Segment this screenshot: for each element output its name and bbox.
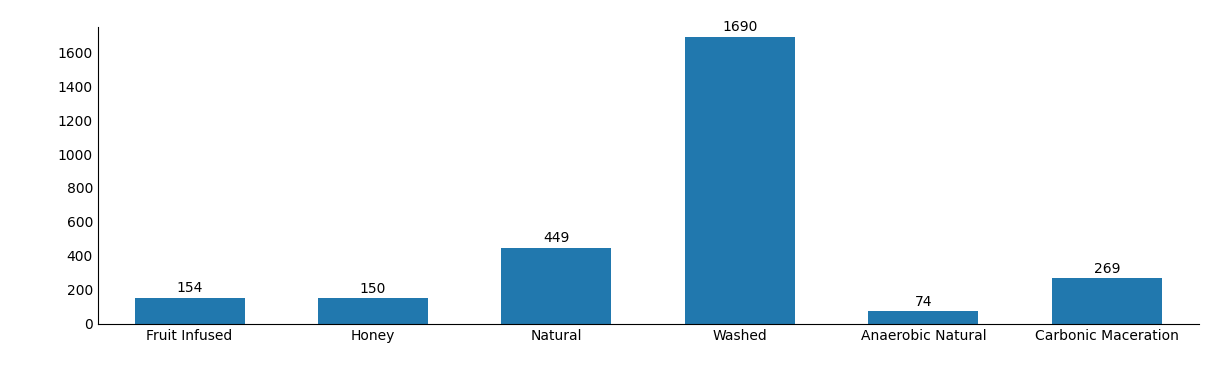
Text: 74: 74 (915, 295, 932, 309)
Text: 154: 154 (176, 281, 203, 295)
Bar (685, 37, 795, 324)
Bar (1052, 278, 1162, 324)
Bar (868, 311, 978, 324)
Bar (318, 298, 428, 324)
Text: 449: 449 (543, 231, 570, 245)
Text: 150: 150 (360, 282, 386, 296)
Text: 269: 269 (1093, 262, 1120, 275)
Text: 1690: 1690 (723, 20, 757, 34)
Bar (135, 298, 245, 324)
Bar (501, 248, 612, 324)
